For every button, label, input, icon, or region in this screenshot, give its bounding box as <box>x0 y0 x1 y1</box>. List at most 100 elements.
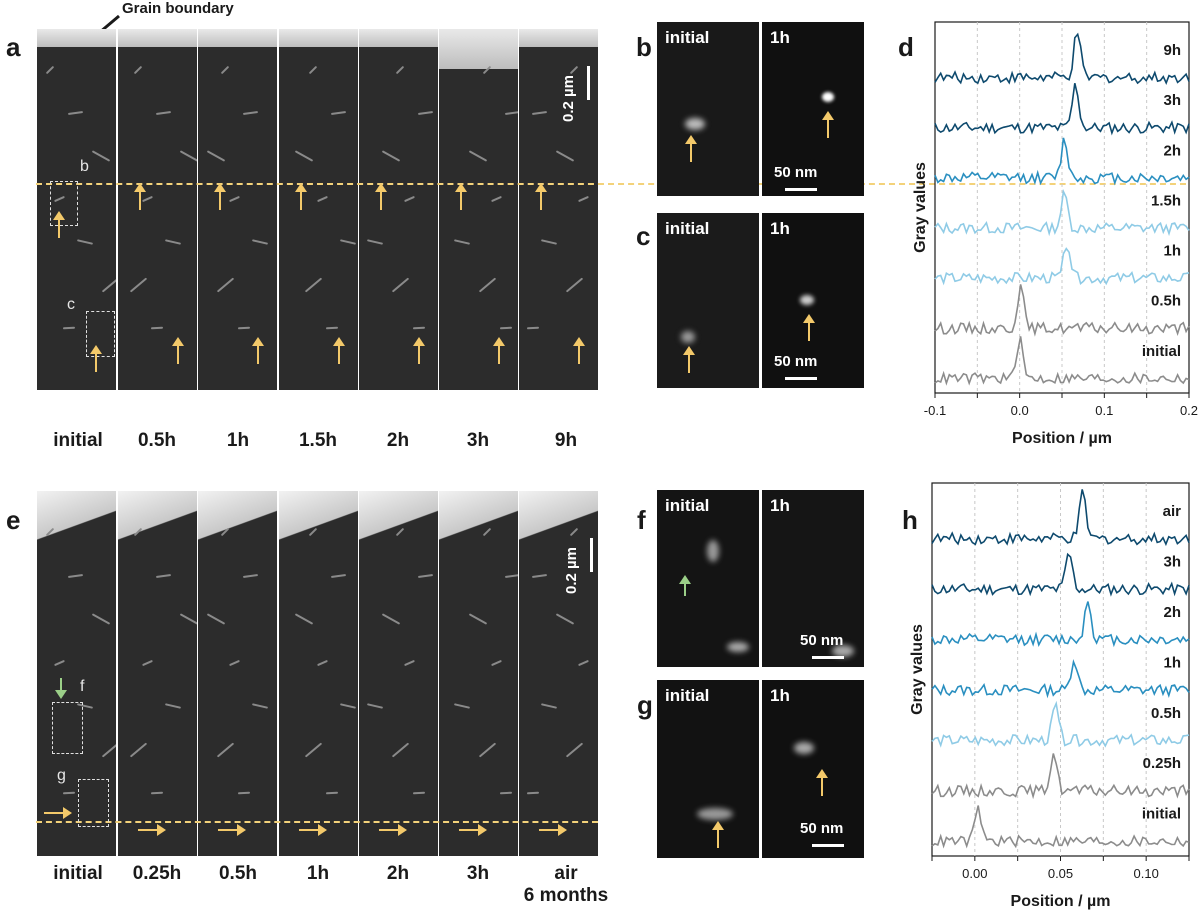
grain-region <box>519 491 598 569</box>
panel-e-initial-arrow-icon <box>44 807 72 819</box>
row-e-frame-5 <box>439 491 518 856</box>
filament <box>404 659 415 666</box>
x-tick-label: 0.00 <box>962 866 987 881</box>
panel-g-initial-feature <box>697 808 733 820</box>
x-tick-label: 0.05 <box>1048 866 1073 881</box>
panel-c-1h-label: 1h <box>770 219 790 238</box>
marker-arrow-icon <box>375 183 387 210</box>
filament <box>129 277 148 293</box>
series-label: 2h <box>1163 142 1181 159</box>
panel-g-1h-arrow-icon <box>816 769 828 796</box>
filament <box>417 573 434 578</box>
filament <box>91 150 111 162</box>
marker-arrow-icon <box>455 183 467 210</box>
filament <box>237 792 251 795</box>
filament <box>164 239 182 245</box>
filament <box>366 703 384 710</box>
panel-b-scale-text: 50 nm <box>774 164 818 181</box>
filament <box>179 613 197 625</box>
marker-arrow-icon <box>134 183 146 210</box>
row-e-frame-1 <box>118 491 197 856</box>
panel-e-green-arrow-icon <box>55 678 67 699</box>
filament <box>294 613 314 625</box>
marker-arrow-icon <box>53 211 65 238</box>
panel-g-initial-image: initial <box>657 680 759 858</box>
panel-c-scale-text: 50 nm <box>774 353 818 370</box>
grain-region <box>359 29 438 47</box>
marker-arrow-icon <box>493 337 505 364</box>
filament <box>417 110 434 116</box>
filament <box>229 195 240 203</box>
x-axis-label: Position / µm <box>1012 430 1112 447</box>
filament <box>453 239 471 245</box>
filament <box>540 239 558 245</box>
marker-arrow-icon <box>252 337 264 364</box>
panel-f-1h-image: 1h 50 nm <box>762 490 864 667</box>
panel-h-letter: h <box>902 505 918 535</box>
filament <box>142 195 153 203</box>
filament <box>150 792 164 795</box>
filament <box>54 659 65 666</box>
marker-arrow-icon <box>299 824 327 836</box>
panel-c-1h-arrow-icon <box>803 314 815 341</box>
panel-c-1h-feature <box>800 295 814 305</box>
panel-e-line-profile-guide <box>36 821 598 823</box>
grain-region <box>439 29 518 69</box>
grain-region <box>519 29 598 47</box>
filament <box>216 277 235 293</box>
filament <box>478 742 497 758</box>
profile-line-initial <box>931 805 1190 849</box>
panel-f-green-arrow-icon <box>679 575 691 596</box>
filament <box>330 110 347 116</box>
panel-f-initial-feature <box>707 540 719 562</box>
filament <box>242 573 259 578</box>
panel-g-initial-label: initial <box>665 686 710 705</box>
labels-e-label-2: 0.5h <box>218 863 258 884</box>
labels-a-label-1: 0.5h <box>137 430 177 451</box>
panel-g-1h-image: 1h 50 nm <box>762 680 864 858</box>
panel-c-letter: c <box>636 221 651 251</box>
panel-a-box-c <box>86 311 115 357</box>
panel-a-scale-text: 0.2 µm <box>560 75 577 122</box>
panel-b-initial-label: initial <box>665 28 710 47</box>
profile-line-air <box>931 489 1190 547</box>
filament <box>317 195 328 203</box>
panel-g-scale-bar <box>812 844 844 847</box>
x-tick-label: -0.1 <box>924 403 946 418</box>
filament <box>206 150 226 162</box>
profile-line-0.5h <box>934 284 1190 337</box>
row-a-frame-2 <box>198 29 277 390</box>
panel-b-1h-label: 1h <box>770 28 790 47</box>
marker-arrow-icon <box>459 824 487 836</box>
marker-arrow-icon <box>535 183 547 210</box>
panel-g-initial-arrow-icon <box>712 821 724 848</box>
panel-b-initial-feature <box>685 118 705 130</box>
filament <box>504 573 518 578</box>
marker-arrow-icon <box>138 824 166 836</box>
profile-line-1h <box>931 659 1190 699</box>
profile-line-1h <box>934 247 1190 286</box>
row-a-frame-3 <box>279 29 358 390</box>
filament <box>381 613 401 625</box>
filament <box>317 659 328 666</box>
filament <box>229 659 240 666</box>
filament <box>366 239 384 245</box>
grain-region <box>439 491 518 569</box>
filament <box>499 792 513 795</box>
panel-b-1h-arrow-icon <box>822 111 834 138</box>
profile-line-9h <box>934 32 1190 85</box>
row-a-frame-4 <box>359 29 438 390</box>
labels-a-label-3: 1.5h <box>298 430 338 451</box>
panel-b-1h-feature <box>822 92 834 102</box>
filament <box>555 613 575 625</box>
row-e-frame-6 <box>519 491 598 856</box>
marker-arrow-icon <box>539 824 567 836</box>
filament <box>67 573 84 578</box>
panel-a-box-b-label: b <box>80 158 89 175</box>
row-a-frame-6 <box>519 29 598 390</box>
row-e-frame-2 <box>198 491 277 856</box>
panel-f-initial-label: initial <box>665 496 710 515</box>
panel-c-scale-bar <box>785 377 817 380</box>
filament <box>391 277 410 293</box>
panel-h-chart: 0.00 0.05 0.10 Position / µm Gray values air 3… <box>909 482 1190 910</box>
